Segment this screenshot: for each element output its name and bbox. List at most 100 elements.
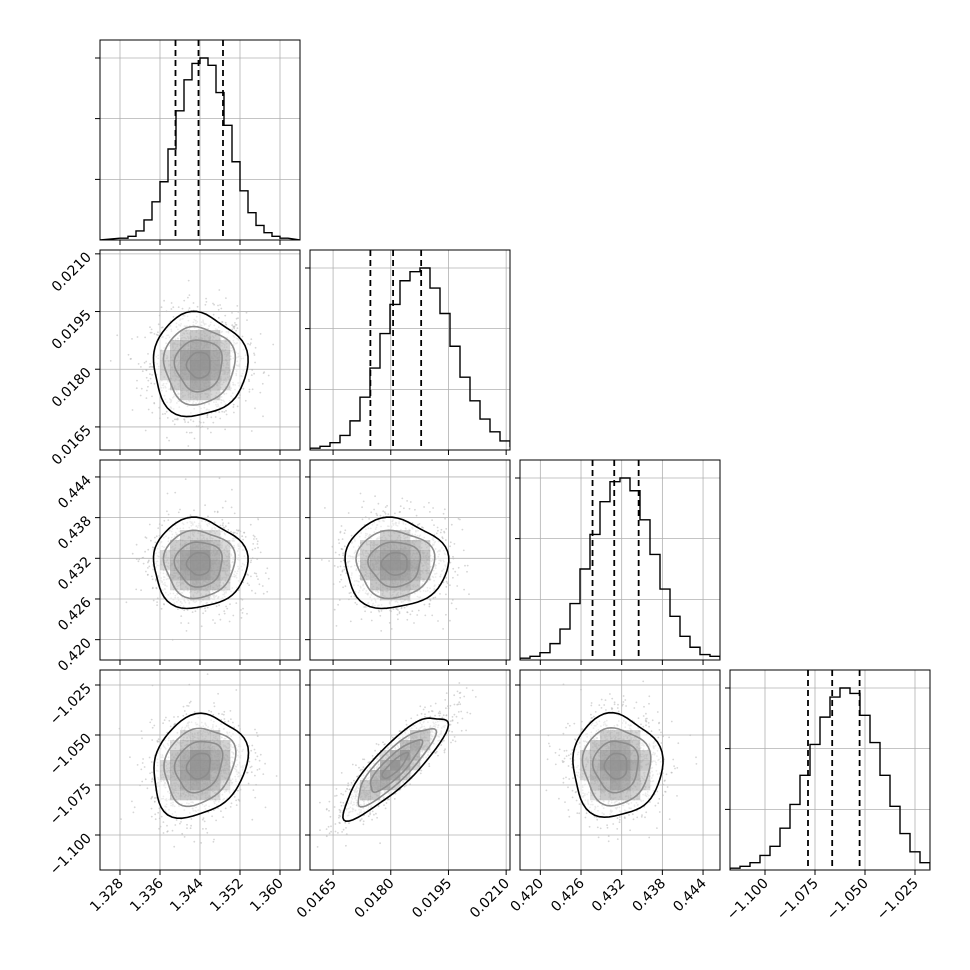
sample-point xyxy=(120,818,122,820)
sample-point xyxy=(464,564,466,567)
sample-point xyxy=(224,314,227,317)
sample-point xyxy=(255,572,258,575)
sample-point xyxy=(335,625,338,627)
sample-point xyxy=(225,409,227,412)
sample-point xyxy=(257,546,259,549)
sample-point xyxy=(215,605,218,608)
sample-point xyxy=(411,610,414,612)
sample-point xyxy=(439,593,441,595)
sample-point xyxy=(267,374,270,377)
sample-point xyxy=(356,603,358,606)
sample-point xyxy=(406,618,409,621)
sample-point xyxy=(183,836,186,838)
sample-point xyxy=(387,513,390,515)
sample-point xyxy=(253,535,256,538)
sample-point xyxy=(194,610,197,613)
y-tick-label: 0.444 xyxy=(55,472,95,512)
sample-point xyxy=(189,431,191,434)
sample-point xyxy=(435,532,438,535)
sample-point xyxy=(150,807,153,810)
sample-point xyxy=(451,599,454,601)
sample-point xyxy=(249,561,252,564)
sample-point xyxy=(423,506,425,508)
sample-point xyxy=(136,336,139,338)
sample-point xyxy=(135,558,138,560)
sample-point xyxy=(154,818,157,821)
sample-point xyxy=(193,509,195,512)
sample-point xyxy=(256,543,259,545)
sample-point xyxy=(148,366,151,368)
sample-point xyxy=(137,363,140,365)
sample-point xyxy=(239,530,242,533)
sample-point xyxy=(141,737,143,740)
sample-point xyxy=(247,782,250,785)
sample-point xyxy=(348,592,351,595)
sample-point xyxy=(320,559,323,561)
sample-point xyxy=(363,606,366,608)
sample-point xyxy=(151,395,153,398)
sample-point xyxy=(328,560,330,562)
sample-point xyxy=(250,430,253,432)
sample-point xyxy=(177,608,179,610)
sample-point xyxy=(384,506,387,508)
sample-point xyxy=(418,523,421,525)
sample-point xyxy=(240,609,242,611)
sample-point xyxy=(466,570,468,573)
sample-point xyxy=(225,413,228,416)
sample-point xyxy=(440,528,443,531)
sample-point xyxy=(237,317,239,319)
sample-point xyxy=(187,296,189,299)
sample-point xyxy=(131,409,134,411)
sample-point xyxy=(210,710,213,713)
sample-point xyxy=(378,610,381,613)
sample-point xyxy=(150,539,152,542)
sample-point xyxy=(149,772,152,775)
sample-point xyxy=(184,421,187,423)
sample-point xyxy=(170,302,173,304)
sample-point xyxy=(196,305,199,308)
sample-point xyxy=(229,806,232,808)
sample-point xyxy=(347,512,350,514)
sample-point xyxy=(151,578,154,581)
sample-point xyxy=(156,604,159,607)
sample-point xyxy=(140,730,143,732)
sample-point xyxy=(174,452,176,454)
sample-point xyxy=(453,543,456,545)
sample-point xyxy=(177,511,180,514)
sample-point xyxy=(166,510,168,513)
sample-point xyxy=(156,597,159,600)
histogram-step xyxy=(310,267,510,450)
sample-point xyxy=(444,539,447,541)
sample-point xyxy=(154,541,157,544)
sample-point xyxy=(446,582,449,585)
sample-point xyxy=(225,297,227,299)
sample-point xyxy=(242,387,245,390)
y-tick-label: 0.420 xyxy=(55,635,95,675)
sample-point xyxy=(166,417,169,419)
sample-point xyxy=(406,500,408,502)
sample-point xyxy=(251,548,254,551)
sample-point xyxy=(353,595,356,598)
sample-point xyxy=(431,614,434,617)
sample-point xyxy=(174,491,177,494)
sample-point xyxy=(345,572,348,575)
sample-point xyxy=(401,497,404,500)
sample-point xyxy=(163,299,166,302)
sample-point xyxy=(242,581,245,584)
sample-point xyxy=(338,599,341,601)
sample-point xyxy=(450,602,453,605)
sample-point xyxy=(157,527,160,529)
sample-point xyxy=(218,289,221,291)
sample-point xyxy=(223,612,226,615)
sample-point xyxy=(204,303,207,306)
sample-point xyxy=(234,323,237,326)
sample-point xyxy=(211,815,214,818)
sample-point xyxy=(187,309,190,312)
sample-point xyxy=(226,607,229,610)
sample-point xyxy=(266,590,269,593)
sample-point xyxy=(219,618,222,621)
sample-point xyxy=(253,372,256,375)
sample-point xyxy=(231,488,233,491)
sample-point xyxy=(148,559,150,562)
